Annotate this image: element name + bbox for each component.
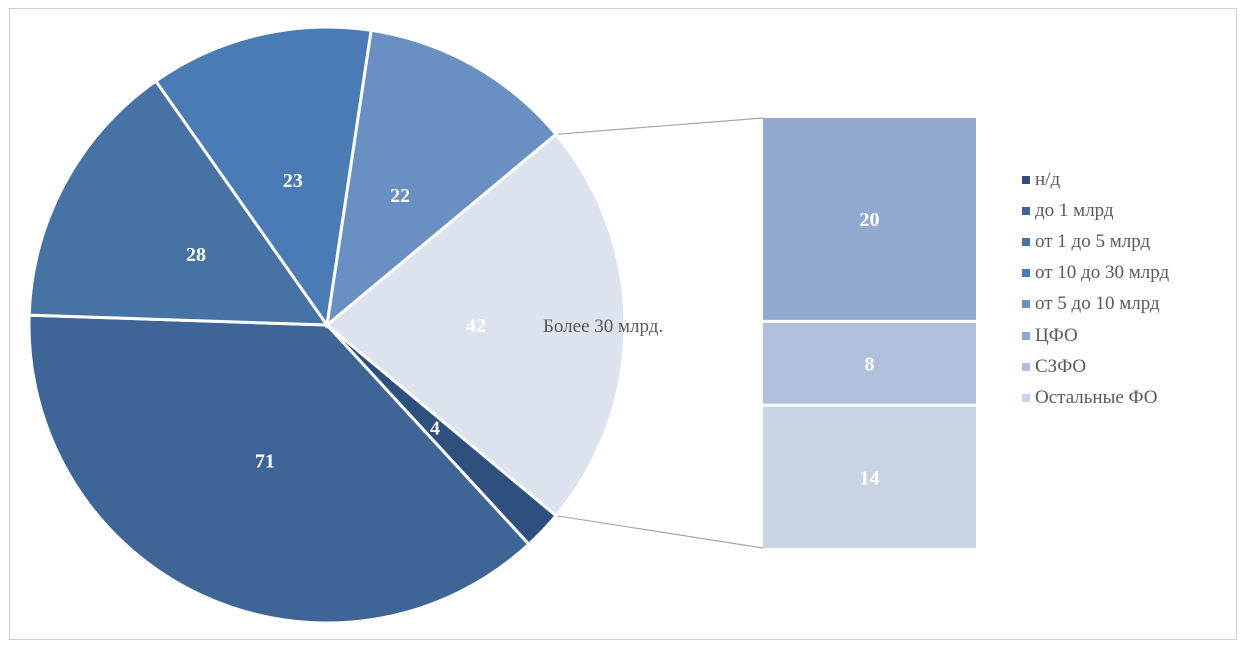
pie-value-label: 71 [255, 450, 275, 472]
legend-label: ЦФО [1035, 324, 1078, 346]
breakdown-bar: 20 8 14 [763, 118, 976, 548]
connector-lines [555, 117, 764, 549]
legend-label: от 10 до 30 млрд [1035, 262, 1170, 284]
bar-value-label: 14 [860, 467, 880, 489]
legend-label: Остальные ФО [1035, 386, 1158, 408]
legend-swatch [1022, 393, 1030, 402]
legend-swatch [1022, 331, 1030, 340]
pie-value-label: 28 [186, 244, 206, 266]
connector-line-bottom [555, 515, 764, 549]
pie-value-label: 22 [390, 185, 410, 207]
legend-label: СЗФО [1035, 355, 1087, 377]
legend-item-цфо: ЦФО [1022, 320, 1169, 351]
pie-value-label: 4 [430, 418, 440, 440]
bar-segment-остальные-фо [763, 406, 976, 548]
bar-value-label: 20 [860, 209, 880, 231]
callout-label: Более 30 млрд. [543, 316, 663, 337]
legend-swatch [1022, 206, 1030, 215]
legend-item-сзфо: СЗФО [1022, 351, 1169, 382]
legend: н/д до 1 млрд от 1 до 5 млрд от 10 до 30 мл… [1022, 164, 1169, 414]
legend-item-от-5-до-10-млрд: от 5 до 10 млрд [1022, 289, 1169, 320]
legend-swatch [1022, 300, 1030, 309]
legend-swatch [1022, 237, 1030, 246]
pie-value-label: 23 [283, 170, 303, 192]
pie-value-label: 42 [466, 315, 486, 337]
legend-label: от 1 до 5 млрд [1035, 230, 1151, 252]
bar-value-label: 8 [865, 353, 875, 375]
legend-swatch [1022, 269, 1030, 278]
legend-label: н/д [1035, 168, 1061, 190]
pie-slice-от-10-до-30-млрд [153, 25, 373, 329]
pie-slice-более-30-млрд [324, 132, 627, 518]
pie-slice-до-1-млрд [27, 313, 531, 625]
legend-item-н-д: н/д [1022, 164, 1169, 195]
legend-swatch [1022, 175, 1030, 184]
pie: 42 4 71 28 23 22 [27, 25, 627, 625]
bar-segment-цфо [763, 118, 976, 320]
connector-line-top [555, 117, 764, 135]
legend-item-от-1-до-5-млрд: от 1 до 5 млрд [1022, 226, 1169, 257]
bar-segment-сзфо [763, 322, 976, 404]
legend-item-от-10-до-30-млрд: от 10 до 30 млрд [1022, 258, 1169, 289]
legend-swatch [1022, 362, 1030, 371]
legend-item-до-1-млрд: до 1 млрд [1022, 195, 1169, 226]
legend-label: от 5 до 10 млрд [1035, 293, 1160, 315]
legend-item-остальные-фо: Остальные ФО [1022, 382, 1169, 413]
pie-slice-от-1-до-5-млрд [27, 78, 330, 327]
pie-slice-от-5-до-10-млрд [324, 28, 559, 329]
legend-label: до 1 млрд [1035, 199, 1114, 221]
